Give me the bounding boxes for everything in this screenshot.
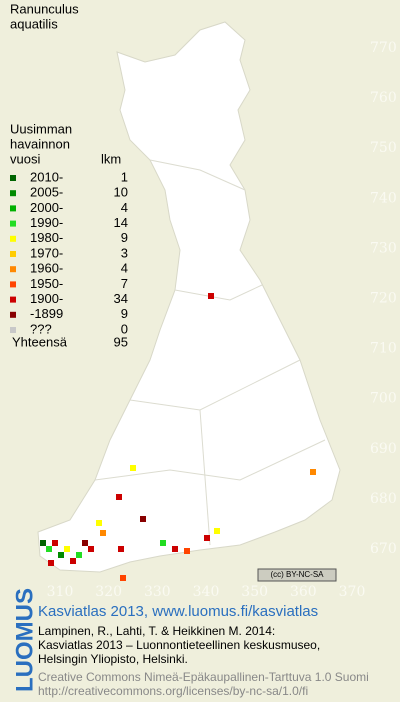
legend-count: 4 xyxy=(121,200,128,215)
legend-label: 1950- xyxy=(30,276,63,291)
grid-label-y: 750 xyxy=(370,140,397,156)
observation-squares xyxy=(40,293,316,581)
grid-label-x: 310 xyxy=(47,584,74,600)
legend-count: 34 xyxy=(114,291,128,306)
legend-label: 2010- xyxy=(30,169,63,184)
grid-label-y: 700 xyxy=(370,391,397,407)
citation: Lampinen, R., Lahti, T. & Heikkinen M. 2… xyxy=(38,624,275,638)
legend-count: 3 xyxy=(121,245,128,260)
grid-label-y: 730 xyxy=(370,240,397,256)
citation: Helsingin Yliopisto, Helsinki. xyxy=(38,652,188,666)
legend-swatch xyxy=(10,175,16,181)
legend-count: 0 xyxy=(121,321,128,336)
grid-label-y: 680 xyxy=(370,491,397,507)
region-borders xyxy=(94,159,326,546)
legend-label: -1899 xyxy=(30,306,63,321)
grid-label-y: 690 xyxy=(370,441,397,457)
legend-count: 1 xyxy=(121,169,128,184)
legend-swatch xyxy=(10,205,16,212)
grid-label-x: 370 xyxy=(339,584,366,600)
grid-label-y: 770 xyxy=(370,40,397,56)
headline: Kasviatlas 2013, www.luomus.fi/kasviatla… xyxy=(38,603,318,620)
grid-label-x: 350 xyxy=(241,584,268,600)
legend-swatch xyxy=(10,266,16,273)
license-badge-text: (cc) BY-NC-SA xyxy=(270,570,324,579)
legend-total: 95 xyxy=(114,334,128,349)
legend-label: 1980- xyxy=(30,230,63,245)
legend-label: 2005- xyxy=(30,185,63,200)
legend-label: 1970- xyxy=(30,245,63,260)
legend-column: lkm xyxy=(101,151,121,166)
legend-heading: havainnon xyxy=(10,136,70,151)
license: http://creativecommons.org/licenses/by-n… xyxy=(38,684,308,698)
grid-label-y: 760 xyxy=(370,90,397,106)
grid-label-x: 330 xyxy=(144,584,171,600)
legend-label: 2000- xyxy=(30,200,63,215)
legend-label: 1900- xyxy=(30,291,63,306)
legend-swatch xyxy=(10,235,16,242)
license-badge xyxy=(257,568,337,582)
legend-heading: Uusimman xyxy=(10,121,72,136)
species-name: Ranunculus xyxy=(10,1,79,16)
legend-label: 1990- xyxy=(30,215,63,230)
species-name: aquatilis xyxy=(10,16,58,31)
grid-label-y: 740 xyxy=(370,190,397,206)
legend-total-label: Yhteensä xyxy=(12,334,68,349)
license: Creative Commons Nimeä-Epäkaupallinen-Ta… xyxy=(38,670,369,684)
grid-label-x: 320 xyxy=(95,584,122,600)
legend-count: 9 xyxy=(121,306,128,321)
grid-label-x: 340 xyxy=(193,584,220,600)
legend-label: 1960- xyxy=(30,261,63,276)
country-outline xyxy=(37,21,341,573)
legend-swatch xyxy=(10,220,16,227)
grid-label-x: 360 xyxy=(290,584,317,600)
legend-swatch xyxy=(10,251,16,257)
legend-swatch xyxy=(10,327,16,333)
brand: LUOMUS xyxy=(11,588,38,692)
legend-swatch xyxy=(10,190,16,197)
citation: Kasviatlas 2013 – Luonnontieteellinen ke… xyxy=(38,638,320,652)
legend-swatch xyxy=(10,311,16,318)
legend-count: 4 xyxy=(121,261,128,276)
grid-label-y: 670 xyxy=(370,541,397,557)
legend-column: vuosi xyxy=(10,151,40,166)
legend-count: 10 xyxy=(114,185,128,200)
legend-count: 9 xyxy=(121,230,128,245)
legend-count: 14 xyxy=(114,215,128,230)
grid-label-y: 710 xyxy=(370,341,397,357)
legend-label: ??? xyxy=(30,321,52,336)
legend-swatch xyxy=(10,281,16,288)
legend-count: 7 xyxy=(121,276,128,291)
legend-swatch xyxy=(10,296,16,303)
grid-label-y: 720 xyxy=(370,291,397,307)
